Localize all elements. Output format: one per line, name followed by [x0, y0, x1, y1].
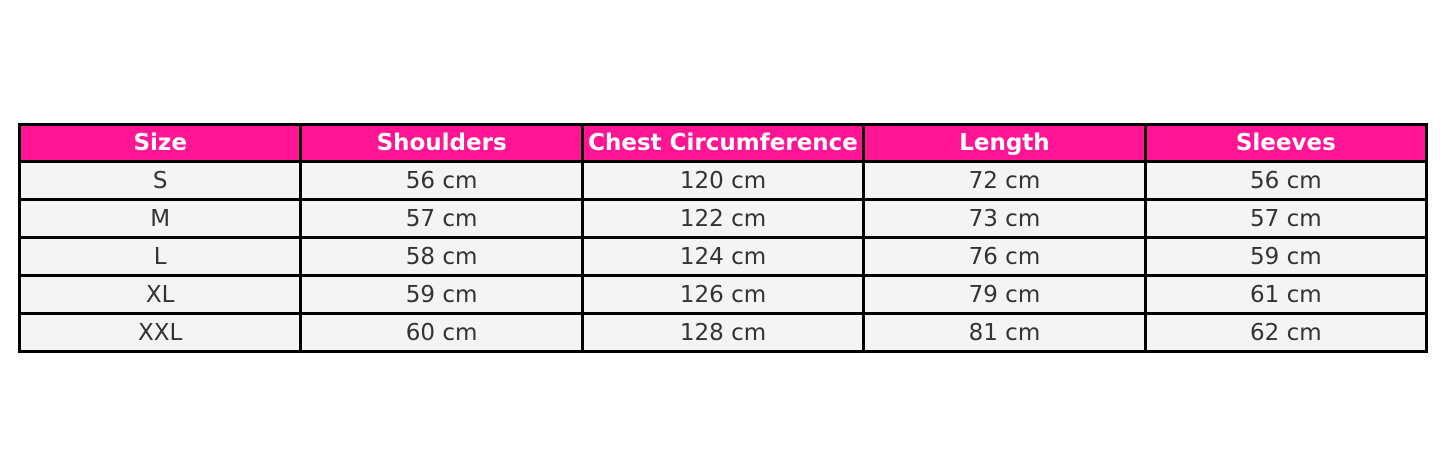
- table-cell: 57 cm: [300, 199, 583, 238]
- table-cell: XXL: [19, 313, 302, 352]
- table-cell: 76 cm: [863, 237, 1146, 276]
- table-cell: 56 cm: [1144, 161, 1428, 200]
- table-row: S 56 cm 120 cm 72 cm 56 cm: [19, 161, 1428, 200]
- table-row: XL 59 cm 126 cm 79 cm 61 cm: [19, 275, 1428, 314]
- table-cell: 122 cm: [581, 199, 865, 238]
- table-cell: 126 cm: [581, 275, 865, 314]
- header-row: Size Shoulders Chest Circumference Length Sl…: [19, 124, 1428, 162]
- table-cell: 57 cm: [1144, 199, 1428, 238]
- table-cell: M: [19, 199, 302, 238]
- table-cell: 60 cm: [300, 313, 583, 352]
- table-row: L 58 cm 124 cm 76 cm 59 cm: [19, 237, 1428, 276]
- table-cell: 81 cm: [863, 313, 1146, 352]
- table-cell: 59 cm: [1144, 237, 1428, 276]
- table-cell: 61 cm: [1144, 275, 1428, 314]
- table-cell: 58 cm: [300, 237, 583, 276]
- table-cell: 79 cm: [863, 275, 1146, 314]
- table-cell: 56 cm: [300, 161, 583, 200]
- column-header: Size: [19, 124, 302, 162]
- table-cell: XL: [19, 275, 302, 314]
- table-cell: 59 cm: [300, 275, 583, 314]
- table-cell: 62 cm: [1144, 313, 1428, 352]
- table-cell: 73 cm: [863, 199, 1146, 238]
- column-header: Sleeves: [1144, 124, 1428, 162]
- table-cell: L: [19, 237, 302, 276]
- table-row: M 57 cm 122 cm 73 cm 57 cm: [19, 199, 1428, 238]
- column-header: Chest Circumference: [581, 124, 865, 162]
- size-chart-table: Size Shoulders Chest Circumference Length Sl…: [18, 123, 1428, 353]
- table-cell: 128 cm: [581, 313, 865, 352]
- column-header: Length: [863, 124, 1146, 162]
- table-cell: S: [19, 161, 302, 200]
- table-cell: 124 cm: [581, 237, 865, 276]
- table-cell: 120 cm: [581, 161, 865, 200]
- table-cell: 72 cm: [863, 161, 1146, 200]
- column-header: Shoulders: [300, 124, 583, 162]
- table-row: XXL 60 cm 128 cm 81 cm 62 cm: [19, 313, 1428, 352]
